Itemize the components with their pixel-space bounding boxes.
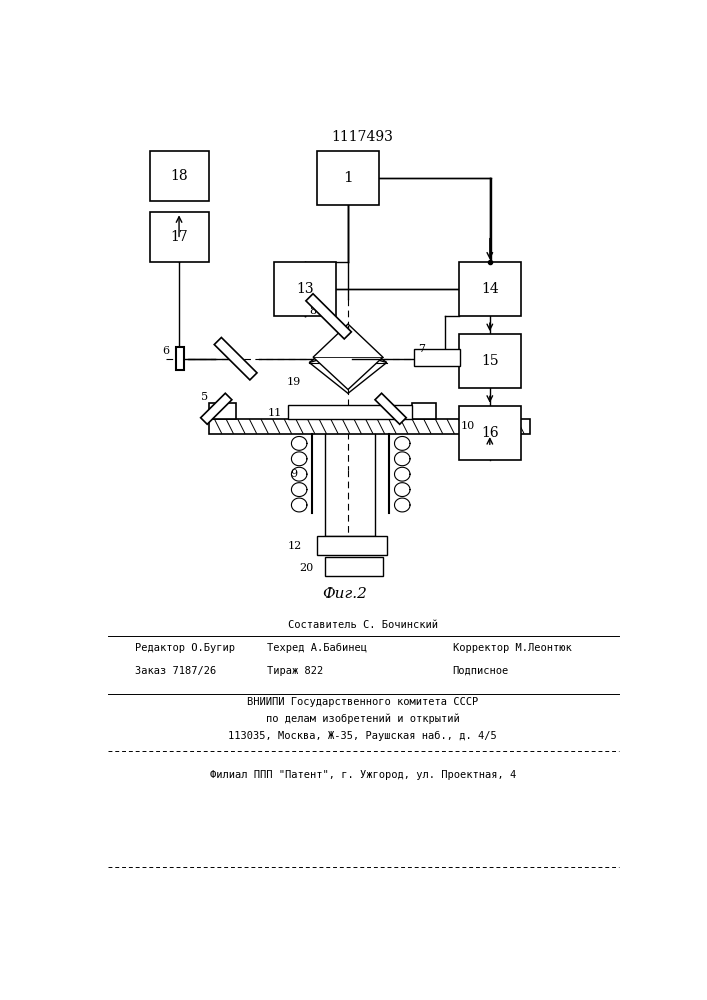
Text: 18: 18 (170, 169, 188, 183)
Bar (151, 151, 209, 201)
Text: 7: 7 (418, 344, 425, 354)
Polygon shape (176, 347, 184, 370)
Bar (459, 334, 521, 388)
Polygon shape (309, 334, 387, 374)
Text: Техред А.Бабинец: Техред А.Бабинец (267, 643, 367, 653)
Text: Филиал ППП "Патент", г. Ужгород, ул. Проектная, 4: Филиал ППП "Патент", г. Ужгород, ул. Про… (209, 770, 516, 780)
Text: 11: 11 (267, 408, 281, 418)
Text: Редактор О.Бугир: Редактор О.Бугир (135, 643, 235, 653)
Text: Тираж 822: Тираж 822 (267, 666, 323, 676)
Bar (209, 403, 235, 419)
Text: 1117493: 1117493 (332, 130, 394, 144)
Bar (317, 151, 379, 205)
Text: 17: 17 (170, 230, 188, 244)
Bar (274, 262, 337, 316)
Text: Подписное: Подписное (452, 666, 509, 676)
Text: 20: 20 (299, 563, 313, 573)
Polygon shape (306, 294, 351, 339)
Polygon shape (201, 393, 232, 424)
Text: 113035, Москва, Ж-35, Раушская наб., д. 4/5: 113035, Москва, Ж-35, Раушская наб., д. … (228, 731, 497, 741)
Polygon shape (313, 324, 383, 389)
Text: 19: 19 (286, 377, 301, 387)
Text: ВНИИПИ Государственного комитета СССР: ВНИИПИ Государственного комитета СССР (247, 697, 479, 707)
Bar (325, 557, 383, 576)
Text: 16: 16 (481, 426, 498, 440)
Bar (414, 349, 460, 366)
Text: по делам изобретений и открытий: по делам изобретений и открытий (266, 714, 460, 724)
Text: 13: 13 (296, 282, 314, 296)
Text: 12: 12 (287, 541, 301, 551)
Text: 4: 4 (221, 342, 228, 352)
Text: Составитель С. Бочинский: Составитель С. Бочинский (288, 620, 438, 630)
Bar (209, 419, 530, 434)
Text: 6: 6 (163, 346, 170, 356)
Text: 14: 14 (481, 282, 498, 296)
Text: 1: 1 (343, 171, 353, 185)
Polygon shape (309, 351, 387, 393)
Bar (459, 262, 521, 316)
Text: 8: 8 (310, 306, 317, 316)
Bar (317, 536, 387, 555)
Polygon shape (214, 337, 257, 380)
Text: Фиг.2: Фиг.2 (322, 587, 366, 601)
Text: Заказ 7187/26: Заказ 7187/26 (135, 666, 216, 676)
Text: Корректор М.Леонтюк: Корректор М.Леонтюк (452, 643, 571, 653)
Bar (288, 405, 412, 419)
Text: 15: 15 (481, 354, 498, 368)
Text: 9: 9 (291, 469, 298, 479)
Text: 10: 10 (461, 421, 475, 431)
Bar (459, 406, 521, 460)
Text: 5: 5 (201, 392, 208, 402)
Bar (151, 212, 209, 262)
Polygon shape (375, 393, 407, 424)
Bar (412, 403, 436, 419)
